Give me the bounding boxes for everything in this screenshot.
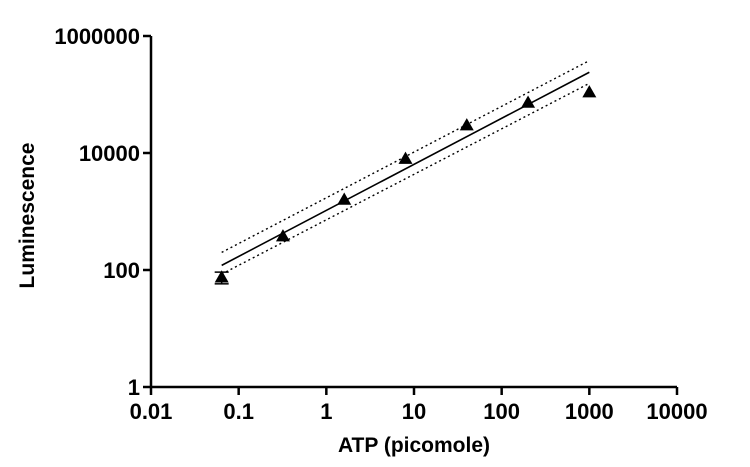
data-point (459, 118, 474, 131)
confidence-band (221, 59, 590, 275)
x-tick-label: 0.1 (223, 399, 254, 424)
x-axis-title: ATP (picomole) (338, 434, 490, 457)
data-point (582, 85, 597, 98)
x-tick-label: 0.01 (130, 399, 173, 424)
fit-line (221, 71, 590, 267)
data-point (398, 151, 413, 164)
confidence-band-upper (221, 59, 590, 254)
x-tick-label: 1 (320, 399, 332, 424)
data-point (214, 270, 229, 283)
data-points (214, 85, 597, 285)
axes: 1 100 10000 1000000 0.01 0.1 1 10 100 1000 10000 (54, 24, 707, 424)
data-point (275, 229, 290, 242)
confidence-band-lower (221, 82, 590, 275)
x-tick-label: 100 (483, 399, 520, 424)
y-tick-label: 1 (128, 375, 140, 400)
fit-line-group (221, 71, 590, 267)
data-point (521, 95, 536, 108)
y-tick-label: 100 (103, 258, 140, 283)
data-point (337, 192, 352, 205)
y-axis-title: Luminescence (16, 143, 39, 289)
x-tick-label: 10 (402, 399, 426, 424)
x-tick-label: 1000 (565, 399, 614, 424)
x-tick-label: 10000 (646, 399, 707, 424)
y-tick-label: 1000000 (54, 24, 140, 49)
y-tick-label: 10000 (79, 141, 140, 166)
